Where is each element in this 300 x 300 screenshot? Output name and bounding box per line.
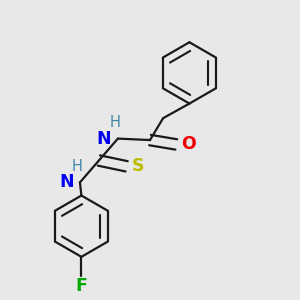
- Text: N: N: [59, 173, 74, 191]
- Text: H: H: [72, 159, 83, 174]
- Text: N: N: [97, 130, 112, 148]
- Text: O: O: [182, 135, 196, 153]
- Text: S: S: [131, 157, 144, 175]
- Text: H: H: [110, 115, 120, 130]
- Text: F: F: [76, 277, 87, 295]
